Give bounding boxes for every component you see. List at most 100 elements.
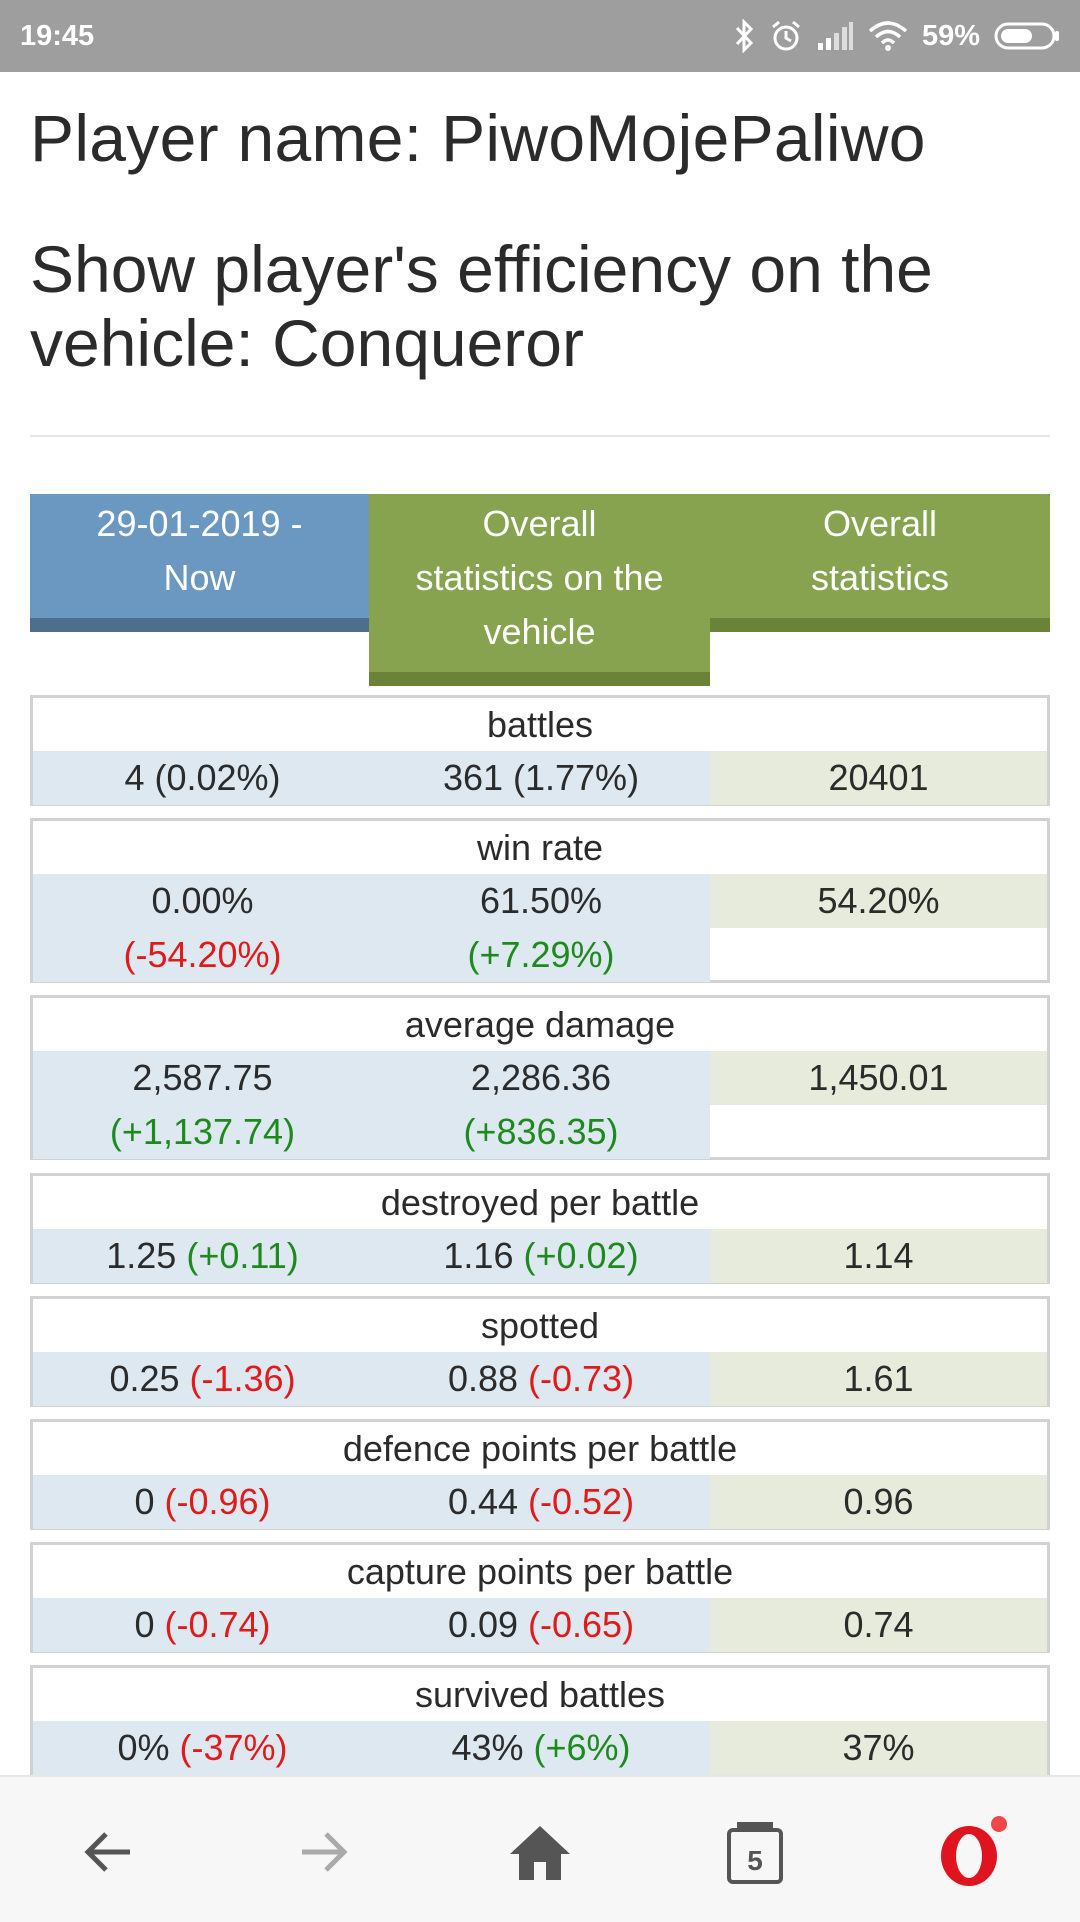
wifi-icon — [868, 21, 908, 51]
stat-capture-points: capture points per battle 0 (-0.74) 0.09… — [30, 1542, 1050, 1653]
tab-overall-line1: Overall — [822, 503, 938, 544]
stat-vehicle-diff: (-0.52) — [528, 1481, 635, 1522]
stat-title: battles — [486, 704, 594, 745]
stat-overall-value: 54.20% — [710, 874, 1047, 928]
stat-vehicle-main: 0.09 — [447, 1604, 519, 1645]
stat-vehicle-diff: (-0.65) — [528, 1604, 635, 1645]
stat-period-value: 0% (-37%) — [33, 1721, 372, 1775]
stat-period-diff: (-0.96) — [164, 1481, 271, 1522]
stat-vehicle-value: 0.44 (-0.52) — [372, 1475, 710, 1529]
tab-overall-line2: statistics — [810, 557, 950, 598]
tab-overall-stats[interactable]: Overall statistics — [710, 494, 1050, 632]
stat-vehicle-value: 2,286.36 (+836.35) — [372, 1051, 710, 1159]
stat-vehicle-main: 0.44 — [447, 1481, 519, 1522]
opera-menu-button[interactable] — [928, 1807, 1018, 1897]
tab-vehicle-line1: Overall — [482, 503, 597, 544]
home-icon — [510, 1826, 570, 1880]
stat-period-main: 1.25 — [106, 1235, 177, 1276]
stat-period-diff: (+1,137.74) — [109, 1111, 296, 1152]
bluetooth-icon — [734, 19, 756, 53]
home-button[interactable] — [495, 1807, 585, 1897]
tabs-icon — [727, 1822, 783, 1884]
tab-period[interactable]: 29-01-2019 - Now — [30, 494, 369, 632]
stat-survived-battles: survived battles 0% (-37%) 43% (+6%) 37% — [30, 1665, 1050, 1776]
back-arrow-icon — [84, 1832, 130, 1872]
opera-icon — [941, 1816, 1007, 1886]
stat-overall-value: 0.74 — [710, 1598, 1047, 1652]
player-title: Player name: PiwoMojePaliwo — [30, 101, 926, 175]
tab-vehicle-stats[interactable]: Overall statistics on the vehicle — [369, 494, 710, 686]
stat-title: defence points per battle — [342, 1428, 738, 1469]
battery-percentage: 59% — [921, 19, 980, 52]
stat-vehicle-main: 43% — [451, 1727, 524, 1768]
signal-icon — [816, 21, 854, 51]
browser-bottom-nav: 5 — [0, 1775, 1080, 1922]
tabs-button[interactable]: 5 — [710, 1807, 800, 1897]
stat-battles: battles 4 (0.02%) 361 (1.77%) 20401 — [30, 695, 1050, 806]
stat-vehicle-main: 1.16 — [443, 1235, 514, 1276]
stat-vehicle-diff: (+0.02) — [523, 1235, 639, 1276]
status-bar: 19:45 59% — [0, 0, 1080, 72]
stat-title: destroyed per battle — [380, 1182, 700, 1223]
stat-vehicle-diff: (+6%) — [533, 1727, 631, 1768]
stat-vehicle-main: 2,286.36 — [470, 1057, 612, 1098]
stat-period-value: 4 (0.02%) — [33, 751, 372, 805]
stat-vehicle-diff: (-0.73) — [528, 1358, 635, 1399]
stat-vehicle-value: 61.50% (+7.29%) — [372, 874, 710, 982]
stat-period-diff: (-37%) — [179, 1727, 288, 1768]
stat-overall-value: 1.14 — [710, 1229, 1047, 1283]
tab-vehicle-line2: statistics on the — [415, 557, 664, 598]
stat-period-value: 0.25 (-1.36) — [33, 1352, 372, 1406]
stat-period-main: 0.00% — [151, 880, 254, 921]
stat-vehicle-main: 61.50% — [479, 880, 603, 921]
stat-overall-value: 0.96 — [710, 1475, 1047, 1529]
stat-period-value: 2,587.75 (+1,137.74) — [33, 1051, 372, 1159]
stat-period-diff: (+0.11) — [186, 1235, 299, 1276]
stat-period-main: 0.25 — [109, 1358, 180, 1399]
vehicle-title: Show player's efficiency on the vehicle:… — [30, 232, 933, 380]
stat-period-main: 0 — [134, 1481, 155, 1522]
stat-overall-value: 1.61 — [710, 1352, 1047, 1406]
tab-vehicle-line3: vehicle — [483, 611, 596, 652]
stat-period-diff: (-1.36) — [189, 1358, 296, 1399]
stat-period-main: 0% — [117, 1727, 170, 1768]
stat-period-diff: (-0.74) — [164, 1604, 271, 1645]
stat-period-value: 0 (-0.96) — [33, 1475, 372, 1529]
tab-period-line1: 29-01-2019 - — [96, 503, 303, 544]
tab-count: 5 — [747, 1845, 763, 1876]
stat-period-main: 0 — [134, 1604, 155, 1645]
stat-vehicle-value: 0.09 (-0.65) — [372, 1598, 710, 1652]
stat-vehicle-value: 1.16 (+0.02) — [372, 1229, 710, 1283]
stat-overall-value: 37% — [710, 1721, 1047, 1775]
divider — [30, 435, 1050, 437]
stat-defence-points: defence points per battle 0 (-0.96) 0.44… — [30, 1419, 1050, 1530]
stat-spotted: spotted 0.25 (-1.36) 0.88 (-0.73) 1.61 — [30, 1296, 1050, 1407]
stat-title: survived battles — [414, 1674, 666, 1715]
battery-icon — [994, 21, 1060, 51]
stat-period-diff: (-54.20%) — [123, 934, 282, 975]
stat-vehicle-diff: (+7.29%) — [467, 934, 615, 975]
stat-title: average damage — [404, 1004, 676, 1045]
stat-vehicle-diff: (+836.35) — [463, 1111, 619, 1152]
stat-title: capture points per battle — [346, 1551, 734, 1592]
tab-period-line2: Now — [163, 557, 236, 598]
stat-title: win rate — [476, 827, 604, 868]
stat-vehicle-main: 0.88 — [447, 1358, 519, 1399]
stat-overall-value: 20401 — [710, 751, 1047, 805]
status-time: 19:45 — [20, 20, 95, 52]
stat-vehicle-value: 0.88 (-0.73) — [372, 1352, 710, 1406]
alarm-icon — [770, 19, 802, 53]
stat-period-main: 2,587.75 — [132, 1057, 273, 1098]
stat-vehicle-value: 43% (+6%) — [372, 1721, 710, 1775]
stat-win-rate: win rate 0.00% (-54.20%) 61.50% (+7.29%)… — [30, 818, 1050, 983]
stat-period-value: 0 (-0.74) — [33, 1598, 372, 1652]
status-icons: 59% — [734, 14, 1060, 58]
forward-arrow-icon — [302, 1832, 348, 1872]
stat-period-value: 1.25 (+0.11) — [33, 1229, 372, 1283]
forward-button[interactable] — [279, 1807, 369, 1897]
stat-vehicle-value: 361 (1.77%) — [372, 751, 710, 805]
stat-title: spotted — [480, 1305, 600, 1346]
back-button[interactable] — [63, 1807, 153, 1897]
stat-average-damage: average damage 2,587.75 (+1,137.74) 2,28… — [30, 995, 1050, 1160]
stat-overall-value: 1,450.01 — [710, 1051, 1047, 1105]
